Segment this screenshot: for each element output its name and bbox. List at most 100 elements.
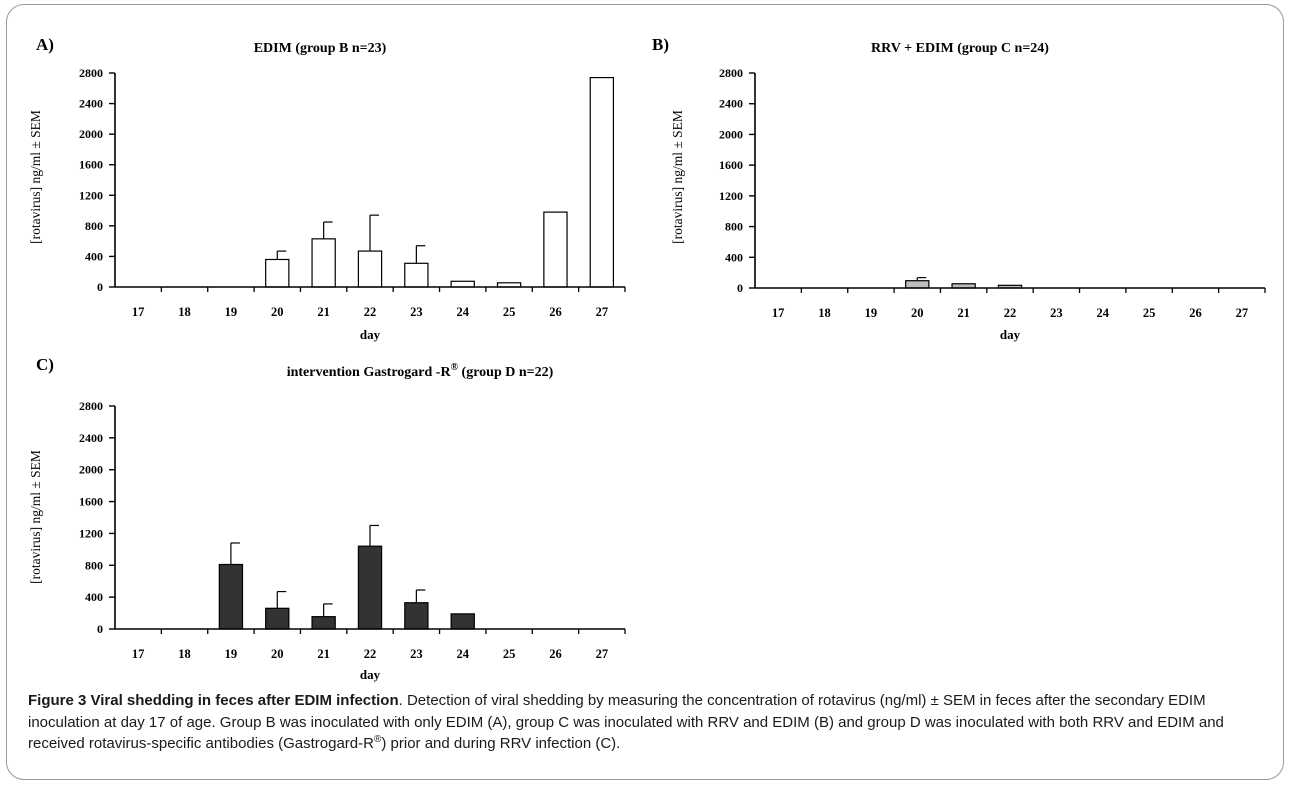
x-tick-label: 19 — [865, 306, 878, 320]
y-tick-label: 2800 — [79, 399, 103, 413]
y-ticks-c: 0 400 800 1200 1600 2000 2400 2800 — [79, 399, 115, 636]
y-tick-label: 1600 — [79, 158, 103, 172]
x-tick-label: 22 — [364, 647, 377, 661]
y-axis-label-a: [rotavirus] ng/ml ± SEM — [28, 110, 43, 244]
bar-day-24 — [450, 280, 475, 288]
x-axis-label-c: day — [360, 667, 381, 682]
x-tick-label: 19 — [225, 305, 238, 319]
bars-a — [265, 76, 615, 288]
panel-label-c: C) — [36, 355, 54, 374]
x-axis-label-b: day — [1000, 327, 1021, 342]
x-tick-label: 26 — [549, 305, 562, 319]
x-tick-label: 27 — [596, 305, 609, 319]
x-tick-label: 17 — [772, 306, 785, 320]
caption-text-end: ) prior and during RRV infection (C). — [381, 735, 621, 752]
x-tick-label: 17 — [132, 647, 145, 661]
bar-day-27 — [589, 76, 615, 288]
y-ticks-a: 0 400 800 1200 1600 2000 2400 2800 — [79, 66, 115, 294]
x-tick-label: 25 — [503, 305, 516, 319]
x-tick-label: 27 — [1236, 306, 1249, 320]
y-tick-label: 2400 — [719, 97, 743, 111]
x-tick-label: 24 — [456, 647, 469, 661]
y-tick-label: 2400 — [79, 97, 103, 111]
x-tick-label: 19 — [225, 647, 238, 661]
x-tick-label: 21 — [317, 305, 330, 319]
figure-caption: Figure 3 Viral shedding in feces after E… — [28, 690, 1268, 755]
bar-day-23 — [404, 602, 429, 630]
y-tick-label: 400 — [85, 249, 103, 263]
y-tick-label: 2400 — [79, 431, 103, 445]
figure-frame — [6, 4, 1284, 780]
x-tick-label: 25 — [503, 647, 516, 661]
bar-day-22 — [357, 250, 383, 288]
y-tick-label: 0 — [97, 280, 103, 294]
bar-day-23 — [404, 262, 429, 288]
y-tick-label: 1200 — [79, 188, 103, 202]
caption-registered-mark: ® — [373, 734, 382, 745]
caption-title: Figure 3 Viral shedding in feces after E… — [28, 692, 399, 709]
bar-day-21 — [311, 238, 336, 288]
bars-c — [218, 524, 475, 630]
x-tick-label: 23 — [410, 647, 423, 661]
x-tick-label: 24 — [1096, 306, 1109, 320]
y-axis-label-c: [rotavirus] ng/ml ± SEM — [28, 450, 43, 584]
x-tick-label: 23 — [1050, 306, 1063, 320]
x-tick-label: 25 — [1143, 306, 1156, 320]
y-tick-label: 400 — [725, 250, 743, 264]
x-tick-label: 21 — [957, 306, 970, 320]
y-tick-label: 1200 — [79, 526, 103, 540]
x-tick-label: 20 — [271, 305, 284, 319]
x-tick-label: 20 — [271, 647, 284, 661]
chart-title-c: intervention Gastrogard -R® (group D n=2… — [287, 362, 554, 380]
caption-text: . Detection of viral shedding by measuri… — [28, 692, 1224, 752]
y-tick-label: 800 — [725, 220, 743, 234]
y-tick-label: 1600 — [79, 495, 103, 509]
chart-panel-a: A) EDIM (group B n=23) [rotavirus] ng/ml… — [28, 35, 626, 342]
x-ticks-b: 17 18 19 20 21 22 23 24 25 26 27 — [772, 288, 1266, 320]
bars-b — [905, 277, 1023, 289]
chart-panel-b: B) RRV + EDIM (group C n=24) [rotavirus]… — [652, 35, 1266, 342]
x-tick-label: 21 — [317, 647, 330, 661]
x-ticks-a: 17 18 19 20 21 22 23 24 25 26 27 — [132, 287, 626, 319]
panel-label-a: A) — [36, 35, 54, 54]
bar-day-22 — [357, 545, 383, 630]
x-tick-label: 22 — [364, 305, 377, 319]
x-tick-label: 24 — [456, 305, 469, 319]
bar-day-26 — [543, 211, 568, 288]
x-tick-label: 26 — [1189, 306, 1202, 320]
x-ticks-c: 17 18 19 20 21 22 23 24 25 26 27 — [132, 629, 626, 661]
y-tick-label: 0 — [737, 281, 743, 295]
x-tick-label: 23 — [410, 305, 423, 319]
y-tick-label: 400 — [85, 590, 103, 604]
y-tick-label: 800 — [85, 219, 103, 233]
y-tick-label: 2000 — [79, 127, 103, 141]
x-tick-label: 18 — [818, 306, 831, 320]
x-tick-label: 18 — [178, 647, 191, 661]
y-tick-label: 1200 — [719, 189, 743, 203]
x-tick-label: 17 — [132, 305, 145, 319]
bar-day-20 — [265, 607, 290, 630]
y-tick-label: 2000 — [79, 463, 103, 477]
y-ticks-b: 0 400 800 1200 1600 2000 2400 2800 — [719, 66, 755, 295]
x-tick-label: 22 — [1004, 306, 1017, 320]
y-axis-label-b: [rotavirus] ng/ml ± SEM — [670, 110, 685, 244]
y-tick-label: 2000 — [719, 127, 743, 141]
x-axis-label-a: day — [360, 327, 381, 342]
bar-day-19 — [218, 563, 244, 630]
x-tick-label: 20 — [911, 306, 924, 320]
bar-day-20 — [905, 280, 930, 289]
bar-day-20 — [265, 258, 290, 288]
bar-day-21 — [311, 616, 336, 630]
x-tick-label: 27 — [596, 647, 609, 661]
y-tick-label: 2800 — [79, 66, 103, 80]
panel-label-b: B) — [652, 35, 669, 54]
chart-panel-c: C) intervention Gastrogard -R® (group D … — [28, 355, 626, 682]
chart-title-b: RRV + EDIM (group C n=24) — [871, 41, 1049, 56]
x-tick-label: 26 — [549, 647, 562, 661]
y-tick-label: 2800 — [719, 66, 743, 80]
y-tick-label: 800 — [85, 558, 103, 572]
y-tick-label: 1600 — [719, 158, 743, 172]
bar-day-24 — [450, 613, 475, 630]
chart-title-a: EDIM (group B n=23) — [254, 41, 387, 56]
x-tick-label: 18 — [178, 305, 191, 319]
